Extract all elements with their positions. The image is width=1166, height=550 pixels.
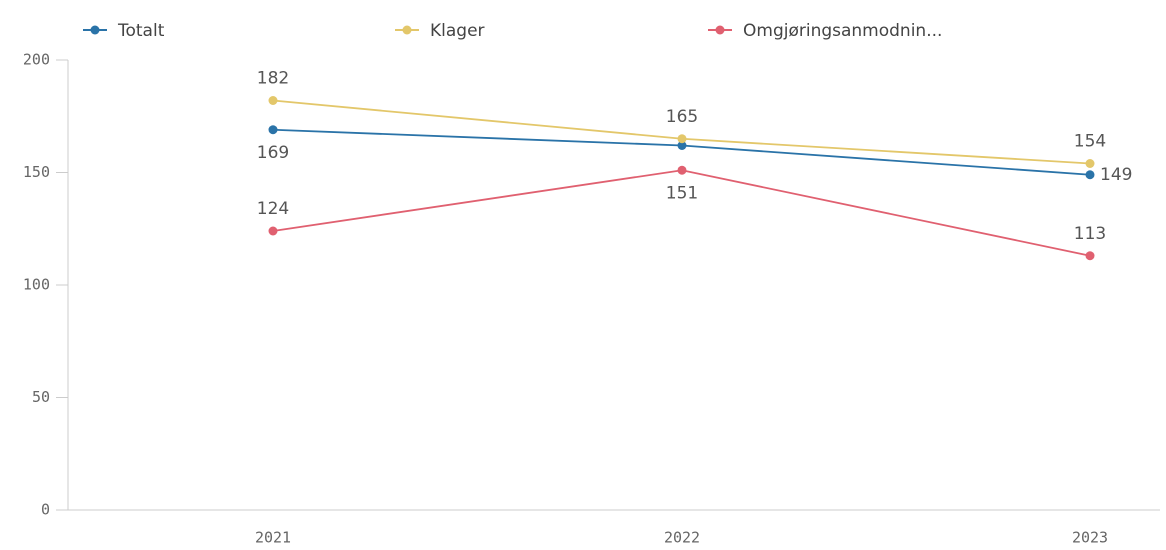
y-tick-label: 50 <box>32 388 50 406</box>
y-tick-label: 150 <box>23 163 50 181</box>
y-tick-label: 100 <box>23 276 50 294</box>
data-label: 124 <box>257 199 289 219</box>
data-point <box>268 226 278 236</box>
legend-swatch-dot <box>715 25 725 35</box>
y-tick-label: 200 <box>23 51 50 69</box>
legend-swatch-dot <box>402 25 412 35</box>
data-point <box>268 125 278 135</box>
legend-label: Totalt <box>117 21 165 41</box>
legend-label: Omgjøringsanmodnin... <box>743 21 942 41</box>
data-point <box>677 165 687 175</box>
data-point <box>1085 170 1095 180</box>
data-label: 113 <box>1074 224 1106 244</box>
data-point <box>677 141 687 150</box>
data-point <box>268 96 278 105</box>
y-tick-label: 0 <box>41 501 50 519</box>
legend-label: Klager <box>430 21 485 41</box>
legend-swatch-dot <box>90 25 100 35</box>
data-point <box>677 134 687 144</box>
data-label: 151 <box>666 183 698 203</box>
data-point <box>1085 159 1095 168</box>
data-label: 165 <box>666 107 698 127</box>
data-label: 182 <box>257 69 289 89</box>
x-tick-label: 2023 <box>1072 529 1108 547</box>
data-label: 169 <box>257 143 289 163</box>
x-tick-label: 2021 <box>255 529 291 547</box>
x-tick-label: 2022 <box>664 529 700 547</box>
data-label: 149 <box>1100 165 1132 185</box>
data-point <box>1085 251 1095 261</box>
data-label: 154 <box>1074 132 1106 152</box>
